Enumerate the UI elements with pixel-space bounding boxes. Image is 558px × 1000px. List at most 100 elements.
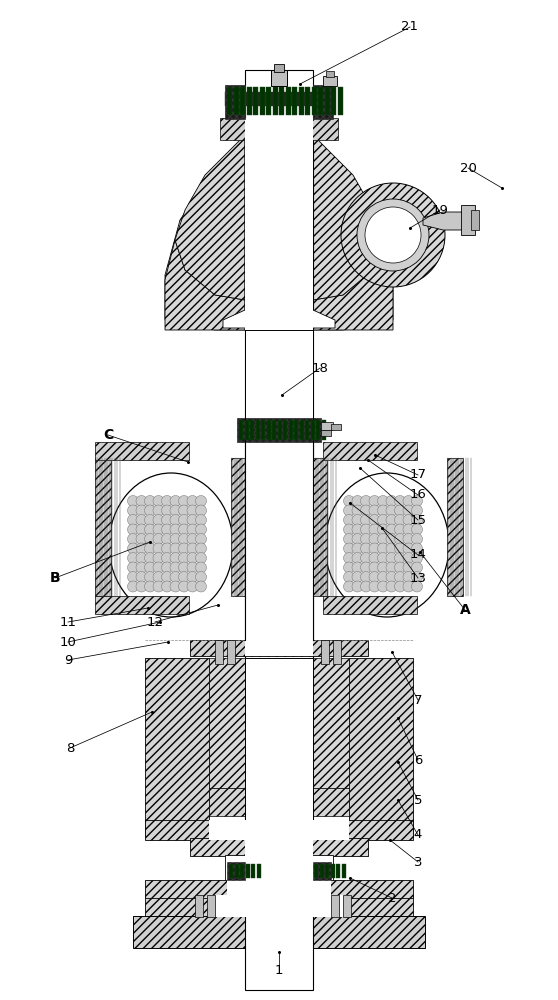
Circle shape [360, 514, 372, 526]
Circle shape [127, 552, 138, 564]
Circle shape [386, 514, 397, 526]
Circle shape [195, 495, 206, 506]
Bar [447, 458, 463, 596]
Circle shape [403, 505, 414, 516]
Bar [245, 658, 313, 820]
Circle shape [170, 524, 181, 535]
Circle shape [153, 543, 164, 554]
Text: 3: 3 [413, 856, 422, 868]
Circle shape [411, 572, 422, 582]
Bar [311, 458, 327, 596]
Circle shape [170, 495, 181, 506]
Circle shape [179, 572, 190, 582]
Circle shape [145, 543, 156, 554]
Bar [321, 430, 331, 436]
Bar [225, 92, 333, 106]
Text: 17: 17 [410, 468, 426, 482]
Bar [323, 76, 337, 86]
Bar [341, 864, 345, 878]
Bar [227, 640, 235, 664]
Bar [318, 87, 323, 115]
Circle shape [344, 581, 354, 592]
Text: 11: 11 [60, 615, 76, 629]
Circle shape [136, 505, 147, 516]
Polygon shape [313, 135, 393, 330]
Circle shape [352, 562, 363, 573]
Text: 1: 1 [275, 964, 283, 976]
Circle shape [136, 562, 147, 573]
Circle shape [187, 552, 198, 564]
Circle shape [136, 524, 147, 535]
Circle shape [179, 514, 190, 526]
Circle shape [153, 562, 164, 573]
Bar [461, 205, 475, 235]
Circle shape [395, 552, 406, 564]
Bar [246, 864, 249, 878]
Circle shape [136, 552, 147, 564]
Circle shape [378, 543, 388, 554]
Text: 10: 10 [60, 636, 76, 648]
Circle shape [357, 199, 429, 271]
Bar [215, 640, 223, 664]
Bar [245, 855, 313, 883]
Bar [145, 880, 413, 898]
Circle shape [411, 562, 422, 573]
Circle shape [344, 552, 354, 564]
Circle shape [179, 562, 190, 573]
Bar [229, 864, 233, 878]
Circle shape [369, 581, 380, 592]
Circle shape [344, 514, 354, 526]
Circle shape [127, 524, 138, 535]
Circle shape [153, 552, 164, 564]
Bar [292, 87, 297, 115]
Circle shape [378, 552, 388, 564]
Circle shape [386, 562, 397, 573]
Bar [245, 838, 313, 856]
Text: A: A [460, 603, 470, 617]
Circle shape [403, 581, 414, 592]
Circle shape [341, 183, 445, 287]
Bar [331, 424, 341, 430]
Bar [305, 420, 309, 440]
Bar [266, 87, 271, 115]
Bar [190, 640, 368, 656]
Circle shape [145, 552, 156, 564]
Bar [220, 118, 338, 140]
Circle shape [386, 572, 397, 582]
Bar [145, 895, 413, 917]
Circle shape [195, 581, 206, 592]
Bar [338, 87, 343, 115]
Bar [323, 596, 417, 614]
Circle shape [170, 562, 181, 573]
Circle shape [136, 572, 147, 582]
Circle shape [195, 505, 206, 516]
Circle shape [360, 552, 372, 564]
Circle shape [145, 495, 156, 506]
Circle shape [153, 514, 164, 526]
Circle shape [153, 581, 164, 592]
Circle shape [153, 572, 164, 582]
Bar [271, 70, 287, 86]
Circle shape [395, 581, 406, 592]
Ellipse shape [109, 473, 233, 617]
Circle shape [195, 534, 206, 544]
Bar [321, 422, 333, 430]
Circle shape [386, 543, 397, 554]
Circle shape [195, 514, 206, 526]
Circle shape [195, 543, 206, 554]
Bar [321, 420, 325, 440]
Bar [209, 658, 245, 788]
Bar [313, 85, 333, 119]
Circle shape [136, 514, 147, 526]
Circle shape [161, 562, 172, 573]
Circle shape [161, 581, 172, 592]
Circle shape [179, 524, 190, 535]
Circle shape [395, 562, 406, 573]
Text: 9: 9 [64, 654, 72, 666]
Bar [190, 838, 368, 856]
Circle shape [411, 581, 422, 592]
Circle shape [344, 505, 354, 516]
Circle shape [395, 514, 406, 526]
Circle shape [195, 524, 206, 535]
Circle shape [179, 495, 190, 506]
